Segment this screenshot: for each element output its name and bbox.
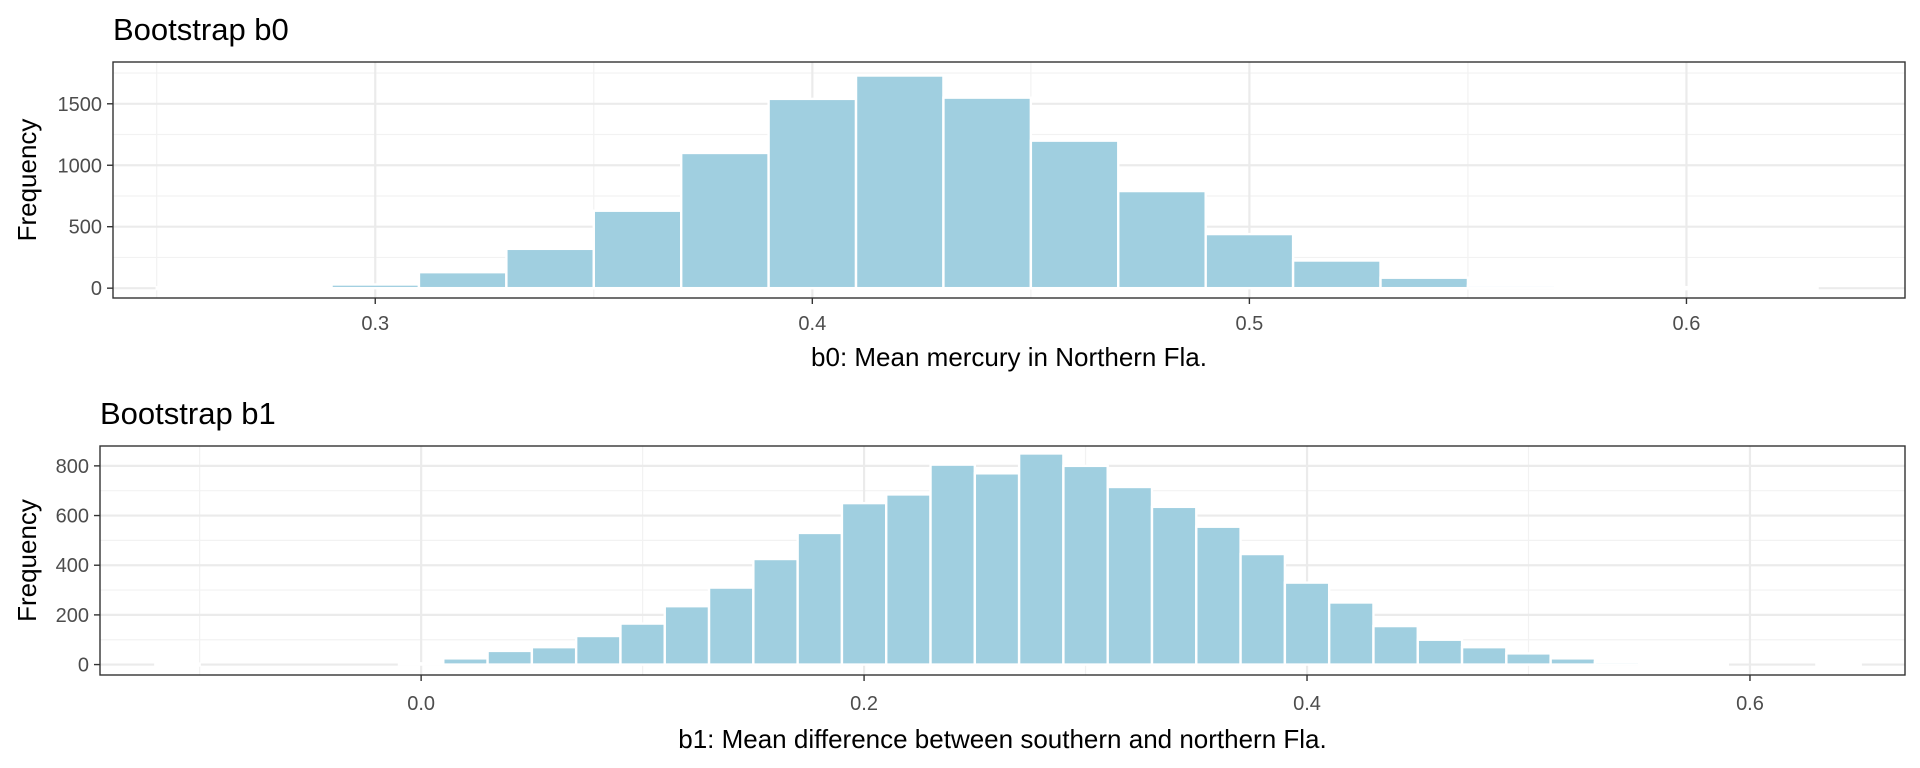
- histogram-b0: 0.3 0.4 0.5 0.6 0 500 1000 1500 Bootstrap b0 b0: …: [12, 12, 1906, 372]
- b1-histogram-bar: [397, 662, 445, 666]
- b0-histogram-bar: [1291, 259, 1382, 290]
- b1-histogram-bar: [1327, 601, 1375, 666]
- b1-histogram-bar: [1239, 552, 1287, 666]
- b1-bars: [154, 452, 1862, 667]
- b1-histogram-bar: [1549, 657, 1597, 666]
- b0-histogram-bar: [1029, 139, 1120, 290]
- b0-histogram-bar: [679, 151, 770, 290]
- b0-y-tick-label: 0: [91, 278, 102, 300]
- b1-histogram-bar: [1593, 660, 1641, 666]
- chart-b1-svg: 0.0 0.2 0.4 0.6 0 200 400 600 800 Bootstrap b1 b1:…: [12, 396, 1906, 754]
- b1-histogram-bar: [1460, 645, 1508, 666]
- b1-chart-title: Bootstrap b1: [100, 396, 276, 431]
- b1-histogram-bar: [1062, 464, 1109, 666]
- b1-histogram-bar: [663, 605, 711, 666]
- b1-y-axis-label: Frequency: [12, 499, 42, 622]
- b0-histogram-bar: [1117, 189, 1207, 290]
- b1-histogram-bar: [1815, 662, 1862, 667]
- b0-y-tick-label: 1000: [58, 155, 103, 177]
- b0-histogram-bar: [505, 247, 595, 290]
- b0-histogram-bar: [330, 283, 421, 290]
- b0-chart-title: Bootstrap b0: [113, 12, 289, 47]
- b1-histogram-bar: [1682, 662, 1730, 667]
- b0-histogram-bar: [767, 97, 858, 290]
- b1-histogram-bar: [885, 493, 932, 666]
- b0-histogram-bar: [592, 209, 683, 290]
- b0-panel-border: [112, 61, 1906, 299]
- b1-panel-border: [99, 445, 1906, 676]
- b1-histogram-bar: [1416, 638, 1464, 666]
- b1-histogram-bar: [574, 634, 622, 666]
- b0-histogram-bar: [1466, 284, 1557, 290]
- b1-histogram-bar: [752, 557, 799, 666]
- b1-y-tick-label: 400: [56, 555, 89, 577]
- b0-histogram-bar: [1554, 286, 1644, 290]
- b0-y-axis-label: Frequency: [12, 119, 42, 242]
- b1-histogram-bar: [1638, 662, 1685, 667]
- b1-histogram-bar: [619, 622, 666, 666]
- b0-histogram-bar: [242, 285, 333, 291]
- b1-y-tick-label: 0: [78, 655, 89, 677]
- b1-y-tick-label: 800: [56, 456, 89, 478]
- b1-y-tick-label: 600: [56, 506, 89, 528]
- b0-histogram-bar: [155, 285, 246, 291]
- b0-bars: [155, 74, 1819, 291]
- b1-x-tick-label: 0.4: [1293, 693, 1321, 715]
- b1-x-tick-label: 0.2: [850, 693, 878, 715]
- b0-x-tick-label: 0.6: [1673, 313, 1701, 335]
- b1-histogram-bar: [530, 645, 578, 666]
- b1-histogram-bar: [442, 657, 489, 666]
- b1-histogram-bar: [973, 472, 1021, 666]
- b1-histogram-bar: [486, 649, 534, 666]
- b1-histogram-bar: [1150, 505, 1198, 666]
- b1-histogram-bar: [840, 501, 888, 666]
- b1-histogram-bar: [1106, 485, 1154, 666]
- b1-x-tick-label: 0.0: [407, 693, 435, 715]
- b1-histogram-bar: [1017, 452, 1065, 666]
- b1-x-tick-label: 0.6: [1736, 693, 1764, 715]
- b1-histogram-bar: [1283, 581, 1331, 666]
- chart-b0-svg: 0.3 0.4 0.5 0.6 0 500 1000 1500 Bootstrap b0 b0: …: [12, 12, 1906, 372]
- b0-histogram-bar: [1204, 232, 1295, 290]
- b1-histogram-bar: [154, 662, 201, 667]
- b0-x-tick-label: 0.3: [361, 313, 389, 335]
- b0-histogram-bar: [417, 270, 508, 290]
- b1-x-axis-label: b1: Mean difference between southern and…: [678, 724, 1327, 754]
- histogram-b1: 0.0 0.2 0.4 0.6 0 200 400 600 800 Bootstrap b1 b1:…: [0, 384, 1920, 768]
- b0-y-tick-label: 1500: [58, 94, 103, 116]
- b1-histogram-bar: [707, 586, 755, 666]
- b1-histogram-bar: [1195, 525, 1242, 666]
- b1-histogram-bar: [796, 531, 844, 666]
- b0-histogram-bar: [1728, 285, 1819, 291]
- b1-histogram-bar: [1372, 624, 1419, 666]
- b0-x-axis-label: b0: Mean mercury in Northern Fla.: [811, 342, 1207, 372]
- b0-histogram-bar: [854, 74, 945, 290]
- b0-x-tick-label: 0.5: [1235, 313, 1263, 335]
- b1-y-tick-label: 200: [56, 605, 89, 627]
- b0-histogram-bar: [942, 96, 1033, 290]
- b0-y-tick-label: 500: [69, 217, 102, 239]
- b1-histogram-bar: [929, 463, 977, 666]
- b1-histogram-bar: [1505, 652, 1552, 666]
- b0-histogram-bar: [1379, 276, 1470, 290]
- b0-x-tick-label: 0.4: [798, 313, 826, 335]
- b0-histogram-bar: [1641, 285, 1732, 291]
